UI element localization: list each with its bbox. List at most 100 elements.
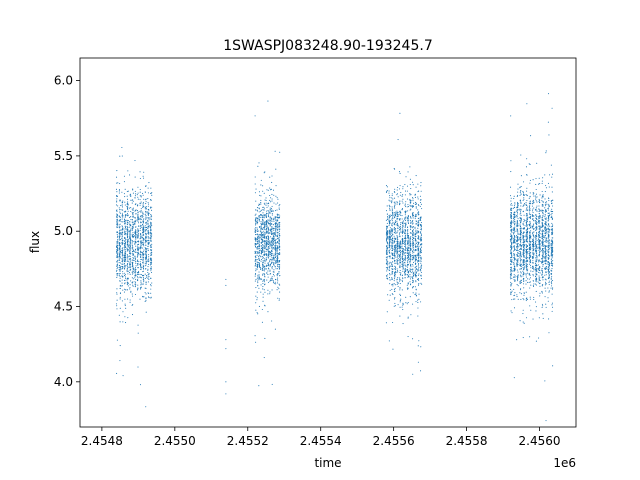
data-point xyxy=(122,289,124,291)
data-point xyxy=(145,258,147,260)
data-point xyxy=(386,190,388,192)
data-point xyxy=(396,238,398,240)
data-point xyxy=(124,276,126,278)
data-point xyxy=(256,266,259,268)
data-point xyxy=(552,205,554,207)
data-point xyxy=(269,291,271,293)
data-point xyxy=(117,205,119,207)
data-point xyxy=(269,258,271,261)
data-point xyxy=(415,186,417,188)
data-point xyxy=(260,242,262,244)
data-point xyxy=(151,243,153,245)
data-point xyxy=(406,206,408,208)
data-point xyxy=(129,250,131,252)
data-point xyxy=(536,268,538,270)
data-point xyxy=(276,275,278,277)
data-point xyxy=(413,273,415,275)
data-point xyxy=(269,293,271,295)
data-point xyxy=(510,310,512,312)
data-point xyxy=(275,241,277,244)
data-point xyxy=(533,298,535,301)
data-point xyxy=(393,283,395,285)
data-point xyxy=(402,253,404,255)
data-point xyxy=(271,276,273,278)
data-point xyxy=(517,258,519,260)
data-point xyxy=(388,250,390,252)
data-point xyxy=(140,268,142,270)
data-point xyxy=(547,203,549,205)
data-point xyxy=(143,261,145,263)
data-point xyxy=(550,277,552,279)
data-point xyxy=(140,202,142,204)
data-point xyxy=(527,209,529,212)
data-point xyxy=(132,272,134,274)
data-point xyxy=(392,217,394,220)
data-point xyxy=(264,233,266,235)
data-point xyxy=(139,195,141,197)
data-point xyxy=(407,269,409,271)
data-point xyxy=(132,266,134,268)
data-point xyxy=(397,215,399,217)
data-point xyxy=(124,256,126,258)
data-point xyxy=(260,268,262,270)
data-point xyxy=(139,217,141,219)
data-point xyxy=(115,209,118,211)
data-point xyxy=(142,283,144,285)
data-point xyxy=(149,221,151,223)
data-point xyxy=(418,262,420,265)
data-point xyxy=(270,188,273,190)
data-point xyxy=(394,232,397,234)
data-point xyxy=(520,272,522,274)
data-point xyxy=(544,296,546,298)
data-point xyxy=(415,231,417,233)
data-point xyxy=(391,273,393,275)
data-point xyxy=(121,300,123,302)
data-point xyxy=(137,288,139,290)
data-point xyxy=(278,268,281,270)
data-point xyxy=(263,209,265,211)
data-point xyxy=(389,206,391,208)
data-point xyxy=(118,268,120,271)
data-point xyxy=(257,262,259,264)
data-point xyxy=(402,194,404,196)
data-point xyxy=(412,277,414,279)
data-point xyxy=(275,262,277,265)
data-point xyxy=(268,253,270,255)
data-point xyxy=(391,244,393,246)
data-point xyxy=(137,277,139,279)
data-point xyxy=(148,217,150,219)
data-point xyxy=(118,258,120,260)
data-point xyxy=(129,258,131,260)
data-point xyxy=(417,196,419,198)
data-point xyxy=(129,260,132,262)
data-point xyxy=(544,380,546,382)
data-point xyxy=(121,284,123,287)
data-point xyxy=(131,277,133,279)
data-point xyxy=(272,271,274,273)
data-point xyxy=(419,219,421,221)
data-point xyxy=(132,245,134,247)
data-point xyxy=(121,263,123,265)
data-point xyxy=(135,262,137,264)
data-point xyxy=(538,205,540,207)
data-point xyxy=(260,251,262,253)
data-point xyxy=(124,305,126,307)
data-point xyxy=(137,220,139,222)
data-point xyxy=(529,218,531,220)
data-point xyxy=(539,216,541,218)
data-point xyxy=(523,218,525,220)
data-point xyxy=(399,252,402,254)
data-point xyxy=(256,299,258,301)
data-point xyxy=(265,246,267,248)
data-point xyxy=(142,175,144,177)
data-point xyxy=(397,244,399,246)
data-point xyxy=(541,197,543,199)
data-point xyxy=(124,226,127,229)
data-point xyxy=(276,250,278,252)
data-point xyxy=(536,243,538,245)
data-point xyxy=(397,243,399,245)
data-point xyxy=(386,268,388,270)
data-point xyxy=(513,213,515,216)
data-point xyxy=(137,366,139,368)
data-point xyxy=(393,242,396,244)
